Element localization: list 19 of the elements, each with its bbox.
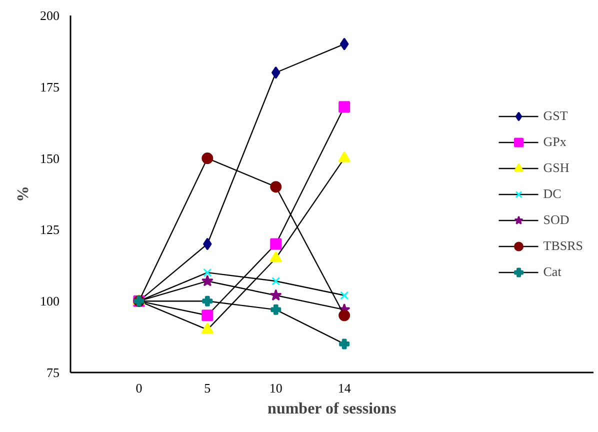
legend-label: Cat — [543, 264, 562, 280]
y-tick-label: 125 — [40, 222, 60, 238]
y-tick-label: 200 — [40, 8, 60, 23]
legend-label: TBSRS — [543, 238, 583, 254]
x-axis-title: number of sessions — [268, 400, 396, 418]
y-tick-label: 75 — [46, 365, 60, 380]
y-tick-label: 175 — [40, 79, 60, 94]
legend-label: GST — [543, 108, 568, 124]
x-tick-label: 14 — [338, 380, 352, 396]
legend-label: GPx — [543, 134, 566, 150]
x-tick-label: 0 — [136, 380, 142, 396]
legend-label: DC — [543, 186, 562, 202]
y-tick-label: 150 — [40, 150, 60, 166]
y-axis-title: % — [15, 186, 32, 202]
y-tick-label: 100 — [40, 294, 60, 309]
legend-label: GSH — [543, 160, 570, 176]
legend-label: SOD — [543, 212, 570, 228]
x-tick-label: 10 — [269, 380, 282, 396]
x-tick-label: 5 — [204, 380, 211, 396]
